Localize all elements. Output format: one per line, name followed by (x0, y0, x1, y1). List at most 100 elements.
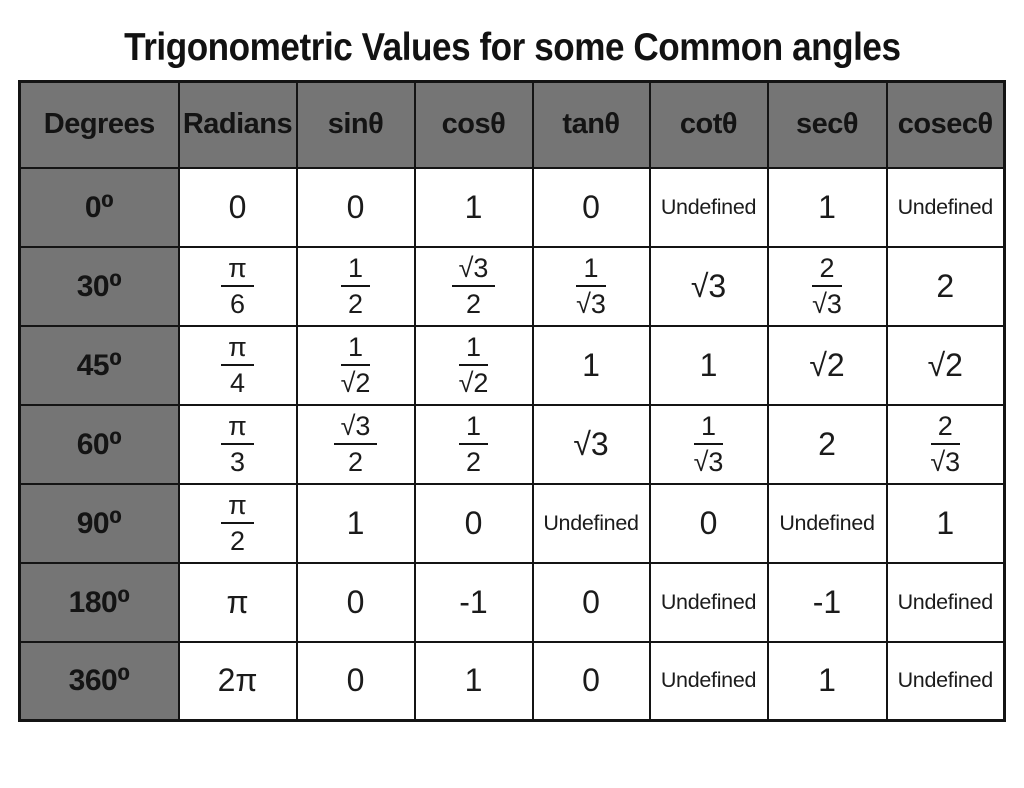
value-cell: 0 (531, 166, 651, 248)
value-cell: 2π (177, 640, 298, 722)
value-cell: 2 (766, 403, 888, 485)
degrees-cell: 60⁰ (18, 403, 180, 485)
degrees-cell: 0⁰ (18, 166, 180, 248)
fraction-denominator: √2 (340, 368, 371, 398)
value-cell: 1 (531, 324, 651, 406)
fraction-value: 2 √3 (812, 253, 842, 319)
fraction-denominator: 2 (347, 447, 364, 477)
value-cell: √3 2 (413, 245, 534, 327)
fraction-value: 1 √2 (341, 332, 371, 398)
fraction-value: 1 √3 (576, 253, 606, 319)
value-cell: 0 (177, 166, 298, 248)
value-cell: √3 (648, 245, 769, 327)
fraction-denominator: 2 (229, 526, 245, 556)
fraction-denominator: √3 (930, 447, 961, 477)
value-cell: Undefined (531, 482, 651, 564)
value-cell: 1 (295, 482, 416, 564)
value-cell: 1 (766, 640, 888, 722)
table-body: 0⁰ 0 0 1 0 Undefined 1 Undefined 30⁰ π 6 1 2 √3 2 1 √3 √3… (18, 166, 1006, 722)
value-cell: 1 √3 (648, 403, 769, 485)
value-cell: 1 (413, 640, 534, 722)
table-row: 45⁰ π 4 1 √2 1 √2 1 1 √2 √2 (18, 324, 1006, 406)
table-row: 30⁰ π 6 1 2 √3 2 1 √3 √3 2 √3 2 (18, 245, 1006, 327)
page-title-text: Trigonometric Values for some Common ang… (123, 26, 901, 69)
table-row: 90⁰ π 2 1 0 Undefined 0 Undefined 1 (18, 482, 1006, 564)
fraction-denominator: √2 (458, 368, 489, 398)
value-cell: 1 √2 (413, 324, 534, 406)
value-cell: 1 (885, 482, 1006, 564)
table-head-row: Degrees Radians sinθ cosθ tanθ cotθ secθ cosecθ (18, 80, 1006, 169)
value-cell: √2 (766, 324, 888, 406)
fraction-value: 2 √3 (930, 411, 960, 477)
column-header-0: Degrees (18, 80, 180, 169)
column-header-3: cosθ (413, 80, 534, 169)
value-cell: √3 (531, 403, 651, 485)
degrees-cell: 30⁰ (18, 245, 180, 327)
fraction-denominator: 3 (229, 447, 245, 477)
column-header-5: cotθ (648, 80, 769, 169)
column-header-7: cosecθ (885, 80, 1006, 169)
value-cell: Undefined (766, 482, 888, 564)
fraction-numerator: √3 (333, 411, 378, 445)
column-header-1: Radians (177, 80, 298, 169)
column-header-6: secθ (766, 80, 888, 169)
value-cell: -1 (766, 561, 888, 643)
value-cell: √2 (885, 324, 1006, 406)
fraction-numerator: 1 (458, 411, 489, 445)
value-cell: √3 2 (295, 403, 416, 485)
value-cell: Undefined (648, 640, 769, 722)
value-cell: 1 (648, 324, 769, 406)
value-cell: -1 (413, 561, 534, 643)
value-cell: 2 √3 (885, 403, 1006, 485)
degrees-cell: 180⁰ (18, 561, 180, 643)
value-cell: 0 (531, 561, 651, 643)
fraction-denominator: 2 (347, 289, 364, 319)
fraction-numerator: 2 (930, 411, 960, 445)
value-cell: 0 (295, 166, 416, 248)
table-row: 180⁰ π 0 -1 0 Undefined -1 Undefined (18, 561, 1006, 643)
table-row: 360⁰ 2π 0 1 0 Undefined 1 Undefined (18, 640, 1006, 722)
value-cell: 0 (648, 482, 769, 564)
page-title: Trigonometric Values for some Common ang… (0, 26, 1024, 70)
value-cell: Undefined (885, 640, 1006, 722)
fraction-numerator: 1 (340, 253, 371, 287)
fraction-value: 1 √2 (459, 332, 489, 398)
fraction-denominator: 6 (229, 289, 245, 319)
value-cell: 1 √3 (531, 245, 651, 327)
column-header-2: sinθ (295, 80, 416, 169)
value-cell: 1 (413, 166, 534, 248)
table-row: 0⁰ 0 0 1 0 Undefined 1 Undefined (18, 166, 1006, 248)
fraction-numerator: 1 (458, 332, 489, 366)
fraction-denominator: 2 (465, 447, 482, 477)
table-row: 60⁰ π 3 √3 2 1 2 √3 1 √3 2 2 √3 (18, 403, 1006, 485)
fraction-denominator: 2 (465, 289, 482, 319)
value-cell: Undefined (885, 166, 1006, 248)
fraction-numerator: π (221, 332, 254, 366)
trig-values-table: Degrees Radians sinθ cosθ tanθ cotθ secθ cosecθ… (18, 80, 1006, 722)
fraction-numerator: π (221, 411, 254, 445)
value-cell: 0 (413, 482, 534, 564)
value-cell: 2 √3 (766, 245, 888, 327)
fraction-value: √3 2 (451, 253, 496, 319)
value-cell: 0 (295, 561, 416, 643)
value-cell: Undefined (648, 166, 769, 248)
fraction-numerator: 1 (693, 411, 724, 445)
fraction-denominator: √3 (576, 289, 606, 319)
fraction-numerator: π (221, 490, 254, 524)
value-cell: 1 (766, 166, 888, 248)
fraction-numerator: 2 (812, 253, 842, 287)
column-header-4: tanθ (531, 80, 651, 169)
value-cell: 0 (531, 640, 651, 722)
value-cell: Undefined (648, 561, 769, 643)
fraction-denominator: √3 (693, 447, 724, 477)
